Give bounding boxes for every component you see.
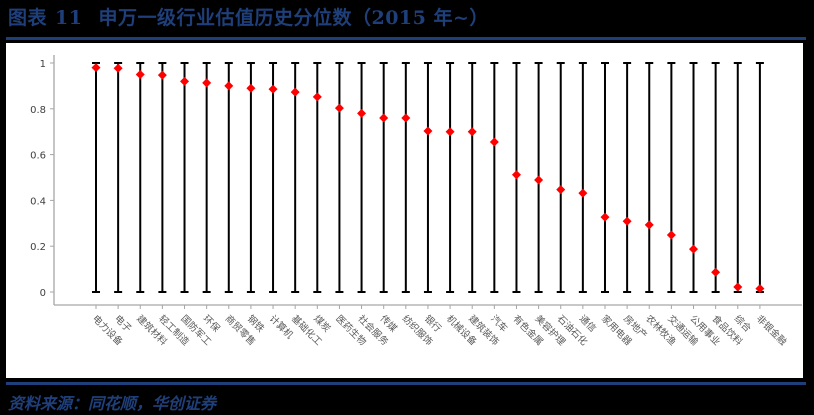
data-points <box>91 63 765 294</box>
percentile-marker <box>202 78 212 88</box>
source-note: 资料来源：同花顺，华创证券 <box>8 394 217 413</box>
percentile-marker <box>666 230 676 240</box>
percentile-marker <box>644 220 654 230</box>
y-tick-label: 0.6 <box>30 151 46 162</box>
percentile-marker <box>689 244 699 254</box>
percentile-marker <box>755 284 765 294</box>
percentile-marker <box>290 87 300 97</box>
percentile-marker <box>334 103 344 113</box>
y-tick-label: 0.4 <box>30 196 46 207</box>
percentile-marker <box>467 127 477 137</box>
percentile-marker <box>246 83 256 93</box>
y-tick-label: 0 <box>40 288 46 299</box>
figure-number: 11 <box>55 7 83 29</box>
percentile-marker <box>534 175 544 185</box>
percentile-marker <box>511 170 521 180</box>
bottom-divider <box>6 382 806 385</box>
chart-panel: 0 0.2 0.4 0.6 0.8 1 电力设备 电子 建筑材料 轻工制造 国防军工 环保 商贸零售钢… <box>6 43 803 378</box>
top-divider <box>6 37 806 40</box>
percentile-marker <box>224 81 234 91</box>
percentile-marker <box>445 127 455 137</box>
figure-label: 图表 <box>8 7 48 29</box>
figure-title: 图表 11 申万一级行业估值历史分位数（2015 年~） <box>8 4 489 32</box>
percentile-marker <box>91 63 101 73</box>
percentile-marker <box>423 126 433 136</box>
percentile-marker <box>556 185 566 195</box>
percentile-marker <box>312 92 322 102</box>
percentile-marker <box>622 216 632 226</box>
percentile-marker <box>157 70 167 80</box>
x-category-label: 计算机 <box>267 313 296 342</box>
percentile-marker <box>180 76 190 86</box>
y-tick-label: 0.8 <box>30 105 46 116</box>
percentile-marker <box>268 84 278 94</box>
figure-title-text: 申万一级行业估值历史分位数（2015 年~） <box>98 7 489 29</box>
percentile-marker <box>379 113 389 123</box>
percentile-marker <box>135 69 145 79</box>
percentile-marker <box>401 113 411 123</box>
percentile-marker <box>113 63 123 73</box>
percentile-marker <box>600 212 610 222</box>
percentile-marker <box>357 108 367 118</box>
y-tick-label: 0.2 <box>30 242 46 253</box>
y-tick-label: 1 <box>40 59 46 70</box>
percentile-marker <box>489 137 499 147</box>
range-lines <box>92 62 764 293</box>
y-axis: 0 0.2 0.4 0.6 0.8 1 <box>30 55 55 305</box>
percentile-marker <box>711 267 721 277</box>
percentile-marker <box>733 282 743 292</box>
percentile-marker <box>578 188 588 198</box>
x-category-label: 非银金融 <box>754 313 790 349</box>
